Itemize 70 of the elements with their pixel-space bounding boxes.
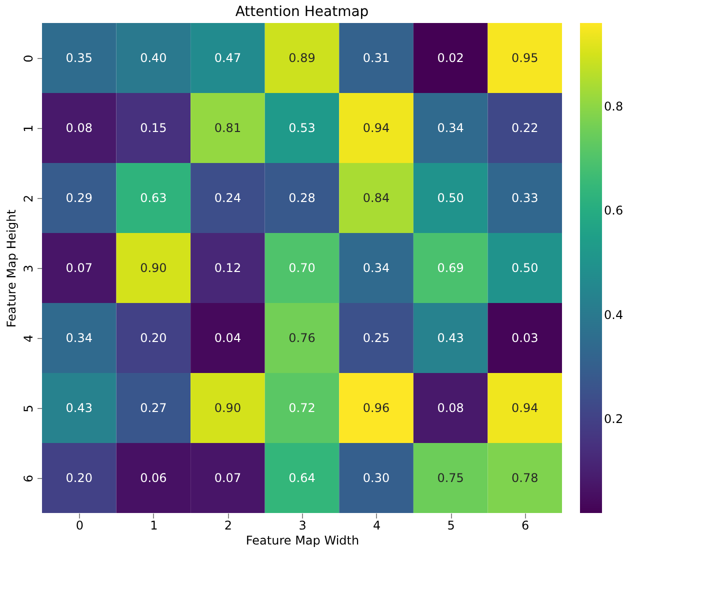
x-tick-label: 2 xyxy=(224,518,232,532)
y-axis-title: Feature Map Height xyxy=(4,209,18,328)
data-label: 0.75 xyxy=(437,471,464,485)
data-label: 0.63 xyxy=(140,191,167,205)
data-label: 0.06 xyxy=(140,471,167,485)
y-tick-label: 6 xyxy=(22,474,36,482)
data-label: 0.27 xyxy=(140,401,167,415)
data-label: 0.96 xyxy=(362,401,390,415)
data-label: 0.34 xyxy=(66,331,92,345)
y-tick-label: 4 xyxy=(22,334,36,342)
data-label: 0.40 xyxy=(140,51,167,65)
data-label: 0.20 xyxy=(140,331,167,345)
data-label: 0.33 xyxy=(512,191,538,205)
color-bar-label: 0.6 xyxy=(604,204,624,218)
data-label: 0.53 xyxy=(288,121,316,135)
data-label: 0.30 xyxy=(362,471,390,485)
data-label: 0.78 xyxy=(512,471,538,485)
x-tick-label: 4 xyxy=(372,518,381,532)
data-label: 0.43 xyxy=(437,331,464,345)
data-label: 0.34 xyxy=(437,121,464,135)
color-bar-label: 0.2 xyxy=(604,412,624,426)
data-label: 0.03 xyxy=(512,331,538,345)
y-tick-label: 5 xyxy=(22,404,36,412)
data-label: 0.50 xyxy=(512,261,538,275)
y-tick-label: 3 xyxy=(22,264,36,272)
color-bar-label: 0.8 xyxy=(604,99,624,114)
data-label: 0.07 xyxy=(66,261,92,275)
data-label: 0.28 xyxy=(288,191,316,205)
data-label: 0.12 xyxy=(214,261,242,275)
color-bar-label: 0.4 xyxy=(604,308,624,322)
chart-title: Attention Heatmap xyxy=(235,4,369,20)
data-label: 0.02 xyxy=(437,51,464,65)
y-tick-label: 2 xyxy=(22,194,36,202)
data-label: 0.64 xyxy=(288,471,316,485)
y-tick-label: 1 xyxy=(22,124,36,132)
data-label: 0.90 xyxy=(214,401,242,415)
data-label: 0.94 xyxy=(512,401,538,415)
data-label: 0.50 xyxy=(437,191,464,205)
data-label: 0.89 xyxy=(288,51,316,65)
data-label: 0.25 xyxy=(362,331,390,345)
data-label: 0.31 xyxy=(362,51,390,65)
x-tick-label: 1 xyxy=(150,518,158,532)
data-label: 0.90 xyxy=(140,261,167,275)
data-label: 0.08 xyxy=(437,401,464,415)
data-label: 0.34 xyxy=(362,261,390,275)
data-label: 0.81 xyxy=(214,121,242,135)
data-label: 0.69 xyxy=(437,261,464,275)
data-label: 0.70 xyxy=(288,261,316,275)
data-label: 0.22 xyxy=(512,121,538,135)
data-label: 0.24 xyxy=(214,191,242,205)
data-label: 0.72 xyxy=(288,401,316,415)
data-label: 0.43 xyxy=(66,401,92,415)
data-label: 0.07 xyxy=(214,471,242,485)
data-label: 0.94 xyxy=(362,121,390,135)
x-tick-label: 6 xyxy=(522,518,530,532)
x-tick-label: 3 xyxy=(298,518,306,532)
data-label: 0.29 xyxy=(66,191,92,205)
data-label: 0.20 xyxy=(66,471,92,485)
x-axis-title: Feature Map Width xyxy=(246,534,360,548)
data-label: 0.15 xyxy=(140,121,167,135)
data-label: 0.04 xyxy=(214,331,242,345)
y-tick-label: 0 xyxy=(22,54,36,62)
x-tick-label: 5 xyxy=(447,518,455,532)
data-label: 0.84 xyxy=(362,191,390,205)
data-label: 0.08 xyxy=(66,121,92,135)
data-label: 0.95 xyxy=(512,51,538,65)
data-label: 0.35 xyxy=(66,51,92,65)
data-label: 0.76 xyxy=(288,331,316,345)
x-tick-label: 0 xyxy=(76,518,84,532)
data-label: 0.47 xyxy=(214,51,242,65)
